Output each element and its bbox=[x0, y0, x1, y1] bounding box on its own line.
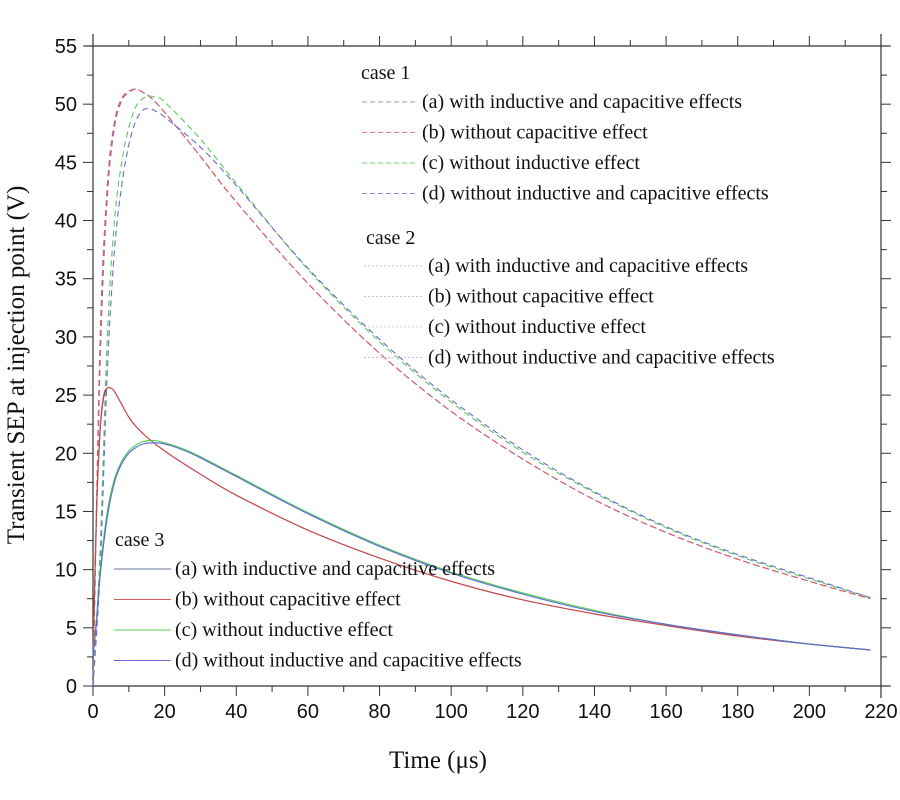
y-tick-label: 30 bbox=[55, 327, 77, 349]
legend-entry-label: (d) without inductive and capacitive eff… bbox=[422, 183, 769, 205]
legend-group-title: case 3 bbox=[115, 529, 164, 551]
legend-entry-label: (a) with inductive and capacitive effect… bbox=[175, 558, 495, 580]
legend-group-case-3: case 3 (a) with inductive and capacitive … bbox=[114, 529, 522, 672]
x-tick-label: 220 bbox=[864, 701, 897, 723]
y-tick-label: 20 bbox=[55, 443, 77, 465]
y-tick-label: 5 bbox=[66, 618, 77, 640]
legend-entry-label: (c) without inductive effect bbox=[428, 316, 646, 338]
series-line-case-3-a bbox=[92, 386, 871, 657]
x-tick-label: 200 bbox=[793, 701, 826, 723]
y-axis-title: Transient SEP at injection point (V) bbox=[3, 186, 30, 545]
y-tick-label: 45 bbox=[55, 152, 77, 174]
legend-group-title: case 1 bbox=[361, 62, 410, 84]
y-tick-label: 0 bbox=[66, 676, 77, 698]
x-tick-label: 100 bbox=[434, 701, 467, 723]
series-line-case-1-d bbox=[92, 107, 871, 687]
x-axis-title: Time (μs) bbox=[389, 747, 487, 774]
x-tick-label: 60 bbox=[297, 701, 319, 723]
legend-entry-label: (c) without inductive effect bbox=[175, 619, 393, 641]
legend-entry-label: (d) without inductive and capacitive eff… bbox=[428, 347, 775, 369]
legend-entry-label: (b) without capacitive effect bbox=[422, 122, 648, 144]
y-tick-label: 10 bbox=[55, 560, 77, 582]
x-tick-label: 80 bbox=[368, 701, 390, 723]
legend-entry-label: (a) with inductive and capacitive effect… bbox=[428, 255, 748, 277]
series-line-case-3-d bbox=[92, 442, 871, 657]
y-tick-label: 25 bbox=[55, 385, 77, 407]
legend: case 1 (a) with inductive and capacitive … bbox=[114, 62, 775, 672]
series-line-case-3-b bbox=[92, 386, 871, 657]
y-tick-label: 50 bbox=[55, 94, 77, 116]
legend-entry-label: (d) without inductive and capacitive eff… bbox=[175, 650, 522, 672]
legend-entry-label: (b) without capacitive effect bbox=[175, 589, 401, 611]
x-tick-label: 180 bbox=[721, 701, 754, 723]
legend-entry-label: (a) with inductive and capacitive effect… bbox=[422, 91, 742, 113]
series-layer bbox=[92, 88, 871, 687]
x-tick-label: 140 bbox=[578, 701, 611, 723]
x-tick-label: 40 bbox=[225, 701, 247, 723]
x-tick-label: 0 bbox=[87, 701, 98, 723]
y-tick-label: 35 bbox=[55, 269, 77, 291]
y-axis-ticks: 0 5 10 15 20 25 30 35 40 45 50 55 bbox=[55, 36, 891, 698]
x-tick-label: 20 bbox=[154, 701, 176, 723]
series-line-case-3-c bbox=[92, 439, 871, 657]
legend-group-case-1: case 1 (a) with inductive and capacitive … bbox=[361, 62, 769, 205]
y-tick-label: 40 bbox=[55, 211, 77, 233]
x-axis-ticks: 0 20 40 60 80 100 120 140 160 180 200 220 bbox=[87, 36, 898, 723]
legend-group-case-2: case 2 (a) with inductive and capacitive … bbox=[364, 227, 775, 369]
x-tick-label: 160 bbox=[649, 701, 682, 723]
legend-entry-label: (c) without inductive effect bbox=[422, 152, 640, 174]
legend-entry-label: (b) without capacitive effect bbox=[428, 286, 654, 308]
legend-group-title: case 2 bbox=[366, 227, 415, 249]
x-tick-label: 120 bbox=[506, 701, 539, 723]
y-tick-label: 55 bbox=[55, 36, 77, 58]
y-tick-label: 15 bbox=[55, 501, 77, 523]
series-line-case-1-b bbox=[92, 88, 871, 687]
series-line-case-1-c bbox=[92, 95, 871, 687]
plot-frame bbox=[85, 34, 889, 698]
